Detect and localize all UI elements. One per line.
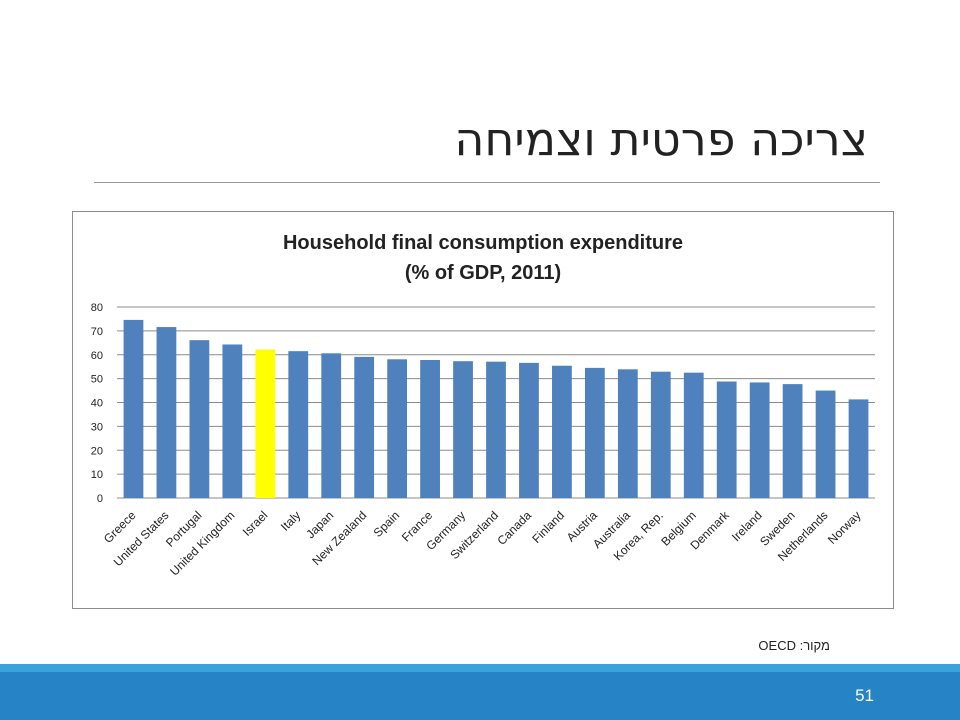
bar-france bbox=[420, 360, 440, 498]
chart-title: Household final consumption expenditure bbox=[283, 232, 683, 254]
bar-israel bbox=[255, 349, 276, 498]
y-tick-label: 0 bbox=[97, 493, 103, 505]
bar-ireland bbox=[749, 382, 770, 498]
bar-united-states bbox=[156, 327, 177, 498]
bar-italy bbox=[288, 351, 309, 498]
bar-germany bbox=[453, 361, 473, 498]
bar-finland bbox=[552, 365, 572, 498]
bar-australia bbox=[617, 369, 638, 498]
bar-portugal bbox=[189, 340, 210, 498]
bars bbox=[123, 319, 869, 498]
y-tick-label: 80 bbox=[91, 302, 103, 314]
y-tick-label: 20 bbox=[91, 445, 103, 457]
y-tick-label: 60 bbox=[91, 350, 103, 362]
bar-netherlands bbox=[815, 390, 836, 498]
y-tick-label: 70 bbox=[91, 326, 103, 338]
x-tick-label: Finland bbox=[529, 508, 567, 546]
bar-greece bbox=[123, 319, 144, 498]
source-note: מקור: OECD bbox=[758, 638, 830, 653]
y-tick-label: 10 bbox=[91, 469, 103, 481]
x-tick-label: Italy bbox=[278, 508, 303, 533]
bar-denmark bbox=[716, 381, 737, 498]
chart-subtitle: (% of GDP, 2011) bbox=[405, 262, 561, 284]
bar-spain bbox=[387, 359, 408, 498]
bar-austria bbox=[584, 367, 605, 498]
title-divider bbox=[94, 182, 880, 183]
bar-chart: Household final consumption expenditure … bbox=[91, 232, 875, 579]
bar-switzerland bbox=[486, 361, 506, 498]
bar-japan bbox=[321, 353, 342, 498]
page-number: 51 bbox=[855, 686, 874, 705]
chart-frame: Household final consumption expenditure … bbox=[72, 211, 894, 609]
y-tick-label: 30 bbox=[91, 421, 103, 433]
bar-belgium bbox=[683, 372, 704, 498]
bar-korea-rep bbox=[650, 371, 671, 498]
bar-norway bbox=[848, 399, 869, 498]
slide-title: צריכה פרטית וצמיחה bbox=[454, 112, 868, 166]
x-tick-label: Norway bbox=[825, 508, 864, 547]
y-axis-ticks: 0 10 20 30 40 50 60 70 80 bbox=[91, 302, 103, 505]
x-tick-label: Canada bbox=[494, 508, 534, 548]
footer-bar: 51 bbox=[0, 664, 960, 720]
bar-canada bbox=[519, 362, 539, 498]
y-tick-label: 40 bbox=[91, 398, 103, 410]
x-tick-label: Israel bbox=[240, 508, 271, 539]
bar-united-kingdom bbox=[222, 344, 243, 498]
y-tick-label: 50 bbox=[91, 374, 103, 386]
bar-sweden bbox=[782, 384, 803, 498]
bar-new-zealand bbox=[354, 356, 375, 498]
footer-strip bbox=[0, 664, 960, 672]
x-tick-label: Spain bbox=[371, 508, 403, 540]
